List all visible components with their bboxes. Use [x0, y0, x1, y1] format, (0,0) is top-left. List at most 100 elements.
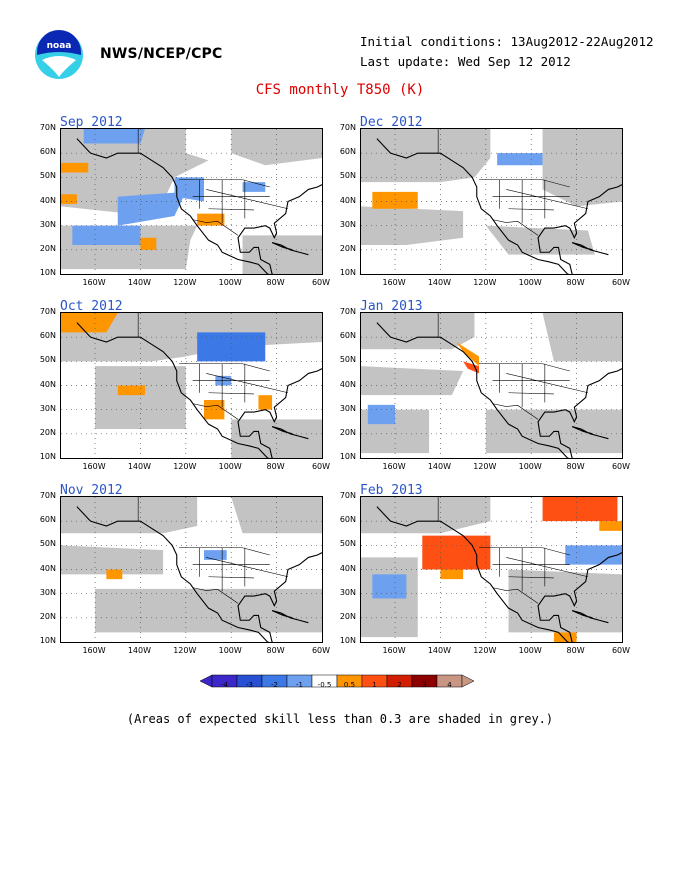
- anomaly-region: [463, 361, 480, 374]
- lat-tick-label: 70N: [339, 491, 356, 500]
- anomaly-region: [117, 191, 186, 226]
- coastline: [271, 242, 309, 256]
- lat-tick-label: 40N: [39, 563, 56, 573]
- panel-title: Sep 2012: [60, 115, 123, 130]
- map-area: [360, 128, 623, 275]
- low-skill-region: [61, 497, 198, 534]
- anomaly-region: [258, 395, 273, 410]
- lon-tick-label: 140W: [127, 462, 152, 471]
- map-area: [360, 312, 623, 459]
- lat-tick-label: 60N: [339, 147, 356, 157]
- boundary-line: [179, 547, 270, 556]
- lat-tick-label: 20N: [39, 611, 56, 621]
- lon-tick-label: 60W: [611, 462, 631, 471]
- map-panel-jan-2013: Jan 2013 70N 60N 50N 40N 30N 20N 10N 160W 140W 120…: [334, 299, 630, 482]
- lon-tick-label: 160W: [82, 462, 106, 471]
- lon-tick-label: 140W: [127, 278, 152, 287]
- anomaly-region: [140, 237, 157, 250]
- anomaly-region: [242, 182, 266, 192]
- legend-label: 4: [447, 681, 452, 689]
- lon-tick-label: 100W: [218, 278, 242, 287]
- initial-conditions: Initial conditions: 13Aug2012-22Aug2012: [360, 34, 654, 49]
- anomaly-region: [61, 194, 77, 204]
- low-skill-region: [61, 545, 164, 575]
- lat-tick-label: 70N: [39, 123, 56, 132]
- coastline: [376, 322, 622, 458]
- lon-tick-label: 160W: [382, 278, 406, 287]
- lat-tick-label: 70N: [39, 491, 56, 500]
- lon-tick-label: 80W: [566, 646, 585, 655]
- lat-tick-label: 20N: [39, 243, 56, 253]
- coastline: [571, 242, 609, 256]
- boundary-line: [479, 363, 570, 372]
- map-panel-sep-2012: Sep 2012 70N 60N 50N 40N 30N 20N 10N 160W 140W 120…: [34, 115, 330, 298]
- low-skill-region: [542, 313, 622, 362]
- lat-tick-label: 30N: [39, 403, 56, 413]
- legend-extend-low: [200, 674, 213, 688]
- lon-tick-label: 100W: [218, 462, 242, 471]
- panel-title: Jan 2013: [360, 299, 423, 314]
- anomaly-region: [497, 153, 543, 166]
- map-area: [60, 128, 323, 275]
- anomaly-region: [440, 569, 464, 580]
- svg-text:noaa: noaa: [47, 41, 72, 51]
- boundary-line: [208, 392, 254, 395]
- boundary-line: [206, 189, 289, 210]
- boundary-line: [479, 547, 570, 556]
- panel-title: Dec 2012: [360, 115, 423, 130]
- lat-tick-label: 10N: [39, 452, 56, 461]
- anomaly-region: [203, 400, 225, 420]
- coastline: [76, 506, 322, 642]
- low-skill-region: [361, 366, 464, 396]
- lon-tick-label: 120W: [173, 462, 197, 471]
- skill-note: (Areas of expected skill less than 0.3 a…: [126, 712, 554, 726]
- boundary-line: [492, 587, 539, 604]
- lon-tick-label: 80W: [566, 462, 585, 471]
- lat-tick-label: 20N: [39, 427, 56, 437]
- boundary-line: [508, 576, 554, 579]
- lat-tick-label: 30N: [339, 403, 356, 413]
- lon-tick-label: 60W: [611, 278, 631, 287]
- low-skill-region: [361, 497, 491, 534]
- low-skill-region: [361, 313, 475, 350]
- coastline: [76, 322, 322, 458]
- anomaly-region: [61, 162, 89, 173]
- anomaly-region: [542, 497, 618, 522]
- legend-label: -4: [221, 681, 228, 689]
- lat-tick-label: 50N: [339, 355, 356, 365]
- lon-tick-label: 80W: [566, 278, 585, 287]
- boundary-line: [208, 208, 254, 211]
- boundary-line: [492, 219, 539, 236]
- lon-tick-label: 140W: [427, 646, 452, 655]
- lat-tick-label: 50N: [39, 355, 56, 365]
- lon-tick-label: 100W: [518, 278, 542, 287]
- boundary-line: [192, 219, 239, 236]
- lat-tick-label: 20N: [339, 243, 356, 253]
- color-legend: [200, 674, 475, 688]
- boundary-line: [208, 576, 254, 579]
- lon-tick-label: 120W: [173, 646, 197, 655]
- low-skill-region: [95, 588, 322, 633]
- boundary-line: [179, 363, 270, 372]
- coastline: [271, 426, 309, 440]
- lon-tick-label: 160W: [82, 646, 106, 655]
- boundary-line: [506, 557, 589, 578]
- anomaly-region: [456, 342, 480, 367]
- panel-title: Oct 2012: [60, 299, 123, 314]
- boundary-line: [508, 392, 554, 395]
- lat-tick-label: 60N: [39, 147, 56, 157]
- anomaly-region: [72, 225, 141, 245]
- anomaly-region: [599, 521, 622, 531]
- lat-tick-label: 60N: [339, 331, 356, 341]
- anomaly-region: [367, 404, 396, 425]
- organization-name: NWS/NCEP/CPC: [100, 46, 223, 62]
- lon-tick-label: 100W: [518, 646, 542, 655]
- anomaly-region: [372, 574, 407, 599]
- anomaly-region: [565, 545, 622, 565]
- lon-tick-label: 100W: [218, 646, 242, 655]
- noaa-logo: noaa: [34, 30, 84, 80]
- low-skill-region: [508, 569, 622, 633]
- boundary-line: [479, 179, 570, 188]
- lat-tick-label: 40N: [39, 195, 56, 205]
- coastline: [376, 506, 622, 642]
